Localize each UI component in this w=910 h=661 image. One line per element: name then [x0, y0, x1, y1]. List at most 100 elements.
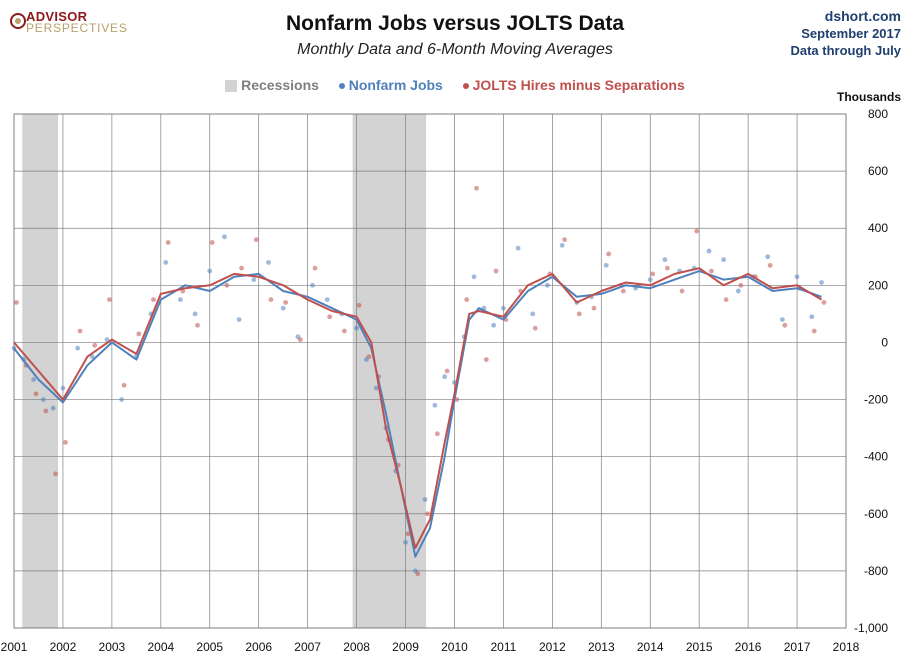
- plot-frame: [13, 113, 847, 629]
- x-tick-label: 2008: [343, 640, 370, 654]
- nonfarm-point: [603, 262, 609, 268]
- jolts-point: [239, 265, 244, 271]
- nonfarm-point: [192, 311, 198, 317]
- y-tick-label: 200: [868, 278, 888, 292]
- jolts-point: [782, 322, 788, 328]
- nonfarm-point: [40, 397, 46, 402]
- nonfarm-point: [819, 280, 824, 285]
- nonfarm-point: [765, 254, 771, 260]
- jolts-point: [723, 297, 729, 303]
- x-tick-label: 2006: [245, 640, 272, 654]
- nonfarm-point: [280, 305, 286, 311]
- jolts-point: [591, 305, 597, 311]
- x-tick-label: 2001: [1, 640, 28, 654]
- nonfarm-point: [119, 397, 125, 402]
- x-tick-label: 2010: [441, 640, 468, 654]
- jolts-point: [14, 300, 19, 305]
- nonfarm-point: [178, 297, 183, 303]
- nonfarm-point: [735, 288, 741, 294]
- legend-label-jolts: JOLTS Hires minus Separations: [472, 77, 685, 93]
- legend-swatch-jolts: [462, 83, 469, 90]
- nonfarm-point: [647, 277, 653, 283]
- x-tick-label: 2014: [637, 640, 664, 654]
- nonfarm-point: [530, 311, 536, 317]
- jolts-point: [425, 511, 430, 517]
- nonfarm-point: [442, 374, 448, 380]
- chart-subtitle: Monthly Data and 6-Month Moving Averages: [297, 41, 613, 58]
- chart-title: Nonfarm Jobs versus JOLTS Data: [285, 12, 625, 35]
- jolts-point: [679, 288, 685, 294]
- nonfarm-point: [545, 282, 550, 288]
- nonfarm-point: [403, 539, 408, 545]
- jolts-point: [107, 297, 112, 303]
- nonfarm-point: [163, 260, 169, 265]
- legend-swatch-nonfarm: [338, 83, 345, 90]
- nonfarm-point: [75, 345, 81, 351]
- jolts-point: [664, 265, 670, 271]
- jolts-point: [297, 337, 303, 342]
- jolts-point: [151, 297, 156, 303]
- nonfarm-point: [104, 337, 110, 342]
- x-tick-label: 2016: [735, 640, 762, 654]
- legend-item-nonfarm: Nonfarm Jobs: [338, 77, 443, 93]
- jolts-point: [62, 439, 68, 445]
- jolts-point: [650, 271, 656, 277]
- jolts-point: [709, 268, 714, 274]
- jolts-point: [136, 331, 142, 337]
- logo-text-perspectives: PERSPECTIVES: [26, 21, 128, 35]
- jolts-point: [312, 265, 318, 271]
- jolts-point: [92, 342, 98, 348]
- jolts-point: [738, 282, 744, 288]
- jolts-point: [341, 328, 347, 334]
- jolts-point: [268, 297, 274, 303]
- nonfarm-point: [809, 314, 815, 320]
- x-tick-label: 2004: [147, 640, 174, 654]
- nonfarm-point: [222, 234, 227, 240]
- jolts-point: [209, 240, 215, 245]
- x-tick-label: 2005: [196, 640, 223, 654]
- y-tick-label: -200: [864, 393, 888, 407]
- source-data-through: Data through July: [790, 43, 901, 58]
- jolts-point: [121, 382, 127, 388]
- y-tick-label: 600: [868, 164, 888, 178]
- nonfarm-point: [515, 245, 521, 251]
- jolts-point: [195, 322, 200, 328]
- source-site: dshort.com: [824, 8, 901, 24]
- jolts-point: [327, 314, 333, 320]
- jolts-point: [165, 240, 171, 245]
- x-tick-label: 2017: [784, 640, 811, 654]
- jolts-point: [767, 262, 773, 268]
- jolts-point: [474, 185, 479, 191]
- jolts-point: [532, 325, 538, 331]
- x-tick-label: 2007: [294, 640, 321, 654]
- nonfarm-point: [236, 317, 242, 322]
- nonfarm-point: [501, 305, 506, 311]
- jolts-point: [606, 251, 612, 257]
- jolts-point: [694, 228, 700, 234]
- nonfarm-point: [721, 257, 727, 263]
- nonfarm-point: [471, 274, 477, 280]
- logo-mark-icon: [10, 13, 26, 29]
- nonfarm-point: [89, 354, 95, 360]
- nonfarm-point: [31, 377, 36, 382]
- chart-legend: Recessions Nonfarm Jobs JOLTS Hires minu…: [0, 77, 910, 95]
- x-tick-label: 2018: [833, 640, 860, 654]
- legend-label-nonfarm: Nonfarm Jobs: [348, 77, 443, 93]
- jolts-point: [464, 297, 470, 303]
- nonfarm-point: [310, 282, 315, 288]
- nonfarm-point: [559, 242, 565, 248]
- y-tick-label: 800: [868, 107, 888, 121]
- jolts-point: [77, 328, 83, 334]
- nonfarm-point: [662, 257, 668, 263]
- logo-text-advisor: ADVISOR: [26, 9, 88, 24]
- jolts-point: [53, 471, 58, 477]
- legend-label-recessions: Recessions: [241, 77, 319, 93]
- jolts-point: [224, 282, 230, 288]
- x-tick-label: 2012: [539, 640, 566, 654]
- jolts-point: [811, 328, 817, 334]
- jolts-point: [620, 288, 626, 294]
- jolts-point: [493, 268, 499, 274]
- jolts-point: [576, 311, 582, 317]
- nonfarm-point: [354, 325, 359, 331]
